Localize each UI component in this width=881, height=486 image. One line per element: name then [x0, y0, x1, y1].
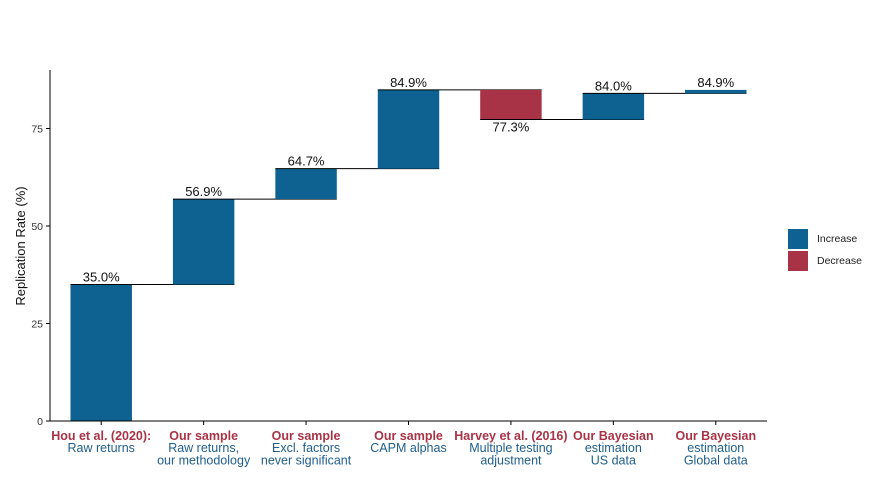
- category-subtitle-5-1: Multiple testing: [469, 441, 552, 455]
- category-title-6: Our Bayesian: [573, 429, 654, 443]
- bar-step-5: [480, 89, 542, 120]
- bars-layer: 35.0% 56.9% 64.7% 84.9% 77.3% 84.0% 84.9%: [70, 75, 747, 421]
- data-label-6: 84.0%: [595, 78, 632, 93]
- bar-step-2: [172, 199, 235, 285]
- data-label-2: 56.9%: [185, 184, 222, 199]
- legend-label-increase: Increase: [817, 232, 858, 245]
- legend: Increase Decrease: [788, 228, 862, 272]
- category-title-1: Hou et al. (2020):: [51, 429, 151, 443]
- category-title-4: Our sample: [374, 429, 443, 443]
- legend-label-decrease: Decrease: [817, 254, 862, 267]
- data-label-1: 35.0%: [83, 270, 120, 285]
- category-title-3: Our sample: [272, 429, 341, 443]
- legend-item-increase: Increase: [788, 228, 862, 249]
- data-label-5: 77.3%: [492, 120, 529, 135]
- category-title-2: Our sample: [169, 429, 238, 443]
- y-axis-label: Replication Rate (%): [13, 186, 28, 305]
- category-title-5: Harvey et al. (2016): [454, 429, 567, 443]
- data-label-3: 64.7%: [288, 154, 325, 169]
- y-tick-label-25: 25: [31, 319, 43, 331]
- legend-swatch-increase: [788, 228, 808, 249]
- bar-step-7: [685, 89, 747, 94]
- bar-step-1: [70, 284, 132, 421]
- category-subtitle-4-1: CAPM alphas: [370, 441, 446, 455]
- data-label-7: 84.9%: [697, 75, 734, 90]
- category-title-7: Our Bayesian: [675, 429, 756, 443]
- category-subtitle-2-1: Raw returns,: [168, 441, 239, 455]
- bar-step-4: [377, 89, 440, 169]
- category-subtitle-3-2: never significant: [261, 454, 352, 468]
- category-subtitle-6-1: estimation: [585, 441, 642, 455]
- y-tick-label-50: 50: [31, 221, 43, 233]
- category-subtitle-3-1: Excl. factors: [272, 441, 340, 455]
- y-tick-label-0: 0: [37, 416, 43, 428]
- bar-step-6: [582, 93, 645, 120]
- bar-step-3: [275, 168, 337, 200]
- category-subtitle-2-2: our methodology: [157, 454, 251, 468]
- legend-item-decrease: Decrease: [788, 250, 862, 271]
- data-label-4: 84.9%: [390, 75, 427, 90]
- category-subtitle-7-1: estimation: [687, 441, 744, 455]
- category-subtitle-5-2: adjustment: [480, 454, 542, 468]
- category-subtitle-7-2: Global data: [684, 454, 748, 468]
- y-tick-label-75: 75: [31, 124, 43, 136]
- category-subtitle-1-1: Raw returns: [68, 441, 135, 455]
- legend-swatch-decrease: [788, 250, 808, 271]
- category-subtitle-6-2: US data: [591, 454, 636, 468]
